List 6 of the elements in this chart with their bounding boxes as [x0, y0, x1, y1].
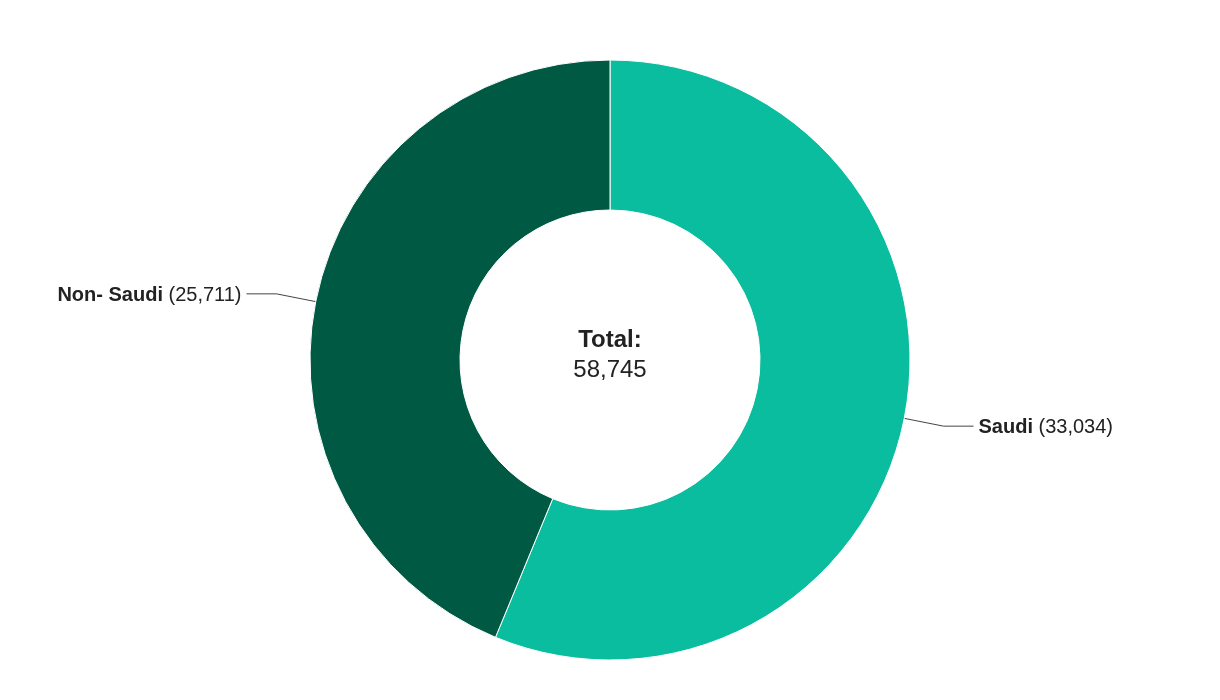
text: Total: [578, 324, 642, 352]
slice-label: Non- Saudi [57, 282, 163, 305]
text: 58,745 [573, 354, 647, 382]
slice-label: Saudi [978, 415, 1033, 438]
data-label: (25,711) [168, 282, 242, 305]
data-label: (33,034) [1038, 415, 1114, 438]
